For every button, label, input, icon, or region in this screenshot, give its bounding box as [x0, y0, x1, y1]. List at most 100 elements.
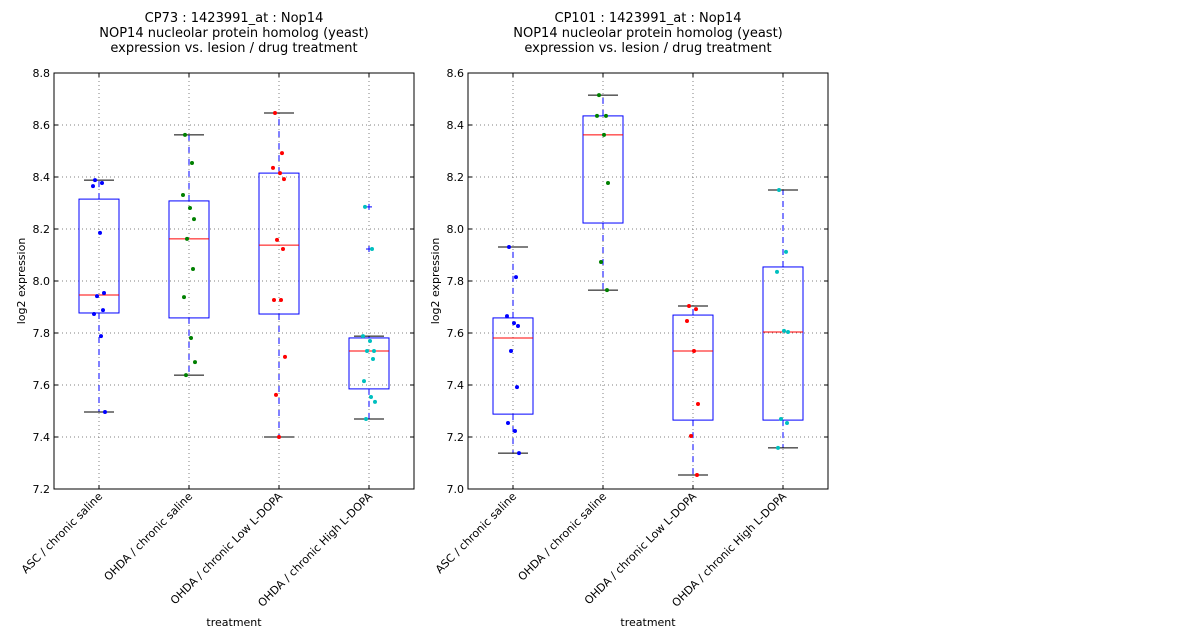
iqr-box: [168, 200, 210, 319]
x-tick-label: ASC / chronic saline: [19, 490, 105, 576]
data-point: [782, 328, 786, 333]
box-group-4: [762, 188, 804, 450]
data-point: [512, 321, 516, 326]
data-point: [182, 295, 186, 300]
y-tick-label: 8.0: [447, 223, 465, 236]
y-tick-label: 7.4: [447, 379, 465, 392]
chart-title-line-1: CP101 : 1423991_at : Nop14: [555, 11, 742, 26]
iqr-box: [582, 115, 624, 224]
data-point: [371, 357, 375, 361]
y-tick-label: 8.0: [33, 275, 51, 288]
iqr-box: [762, 266, 804, 421]
data-point: [188, 205, 192, 210]
data-point: [91, 184, 95, 189]
data-point: [283, 354, 287, 359]
box-group-1: [78, 178, 120, 415]
data-point: [509, 348, 513, 353]
chart-panel-cp101: CP101 : 1423991_at : Nop14 NOP14 nucleol…: [429, 11, 829, 629]
data-point: [516, 323, 520, 328]
data-point: [281, 247, 285, 252]
box-group-2: [168, 132, 210, 378]
box-group-3: [258, 111, 300, 439]
data-point: [370, 247, 374, 252]
data-point: [692, 348, 696, 353]
y-tick-label: 7.6: [33, 379, 51, 392]
x-tick-label: OHDA / chronic saline: [102, 490, 196, 584]
data-point: [506, 420, 510, 425]
data-point: [602, 132, 606, 137]
iqr-box: [672, 314, 714, 421]
data-point: [779, 417, 783, 422]
data-point: [514, 275, 518, 280]
data-point: [275, 237, 279, 242]
data-point: [189, 335, 193, 340]
data-point: [505, 314, 509, 319]
data-point: [786, 329, 790, 334]
y-tick-label: 8.4: [447, 119, 465, 132]
data-point: [183, 132, 187, 137]
data-point: [694, 307, 698, 312]
data-point: [185, 236, 189, 241]
data-point: [776, 445, 780, 450]
data-point: [364, 417, 368, 422]
y-tick-label: 7.8: [447, 275, 465, 288]
grid: [54, 73, 414, 489]
data-point: [191, 267, 195, 272]
iqr-box: [258, 172, 300, 315]
data-point: [190, 160, 194, 165]
data-point: [369, 394, 373, 399]
data-point: [95, 294, 99, 299]
data-point: [695, 472, 699, 477]
data-point: [363, 204, 367, 209]
data-point: [595, 113, 599, 118]
y-tick-label: 7.0: [447, 483, 465, 496]
chart-panel-cp73: CP73 : 1423991_at : Nop14 NOP14 nucleola…: [15, 11, 415, 629]
y-axis-ticks: 7.2 7.4 7.6 7.8 8.0 8.2 8.4 8.6 8.8: [33, 67, 414, 496]
data-point: [99, 334, 103, 339]
grid: [468, 73, 828, 489]
y-axis-ticks: 7.0 7.2 7.4 7.6 7.8 8.0 8.2 8.4 8.6: [447, 67, 828, 496]
y-tick-label: 8.8: [33, 67, 51, 80]
x-tick-label: ASC / chronic saline: [433, 490, 519, 576]
chart-title-line-2: NOP14 nucleolar protein homolog (yeast): [99, 26, 369, 41]
data-point: [696, 401, 700, 406]
data-point: [93, 178, 97, 183]
y-tick-label: 8.2: [33, 223, 51, 236]
data-point: [277, 435, 281, 439]
data-point: [193, 360, 197, 365]
y-axis-label: log2 expression: [429, 238, 442, 325]
data-point: [282, 177, 286, 182]
data-point: [279, 297, 283, 302]
y-tick-label: 8.2: [447, 171, 465, 184]
data-point: [373, 399, 377, 404]
iqr-box: [348, 337, 390, 390]
data-point: [597, 93, 601, 98]
data-point: [271, 165, 275, 170]
data-point: [92, 312, 96, 317]
data-point: [685, 319, 689, 324]
data-point: [784, 249, 788, 254]
data-point: [274, 392, 278, 397]
y-tick-label: 7.6: [447, 327, 465, 340]
data-point: [507, 244, 511, 249]
data-point: [103, 410, 107, 415]
data-point: [272, 297, 276, 302]
chart-title-line-2: NOP14 nucleolar protein homolog (yeast): [513, 26, 783, 41]
data-point: [273, 111, 277, 116]
y-tick-label: 7.4: [33, 431, 51, 444]
data-point: [604, 113, 608, 118]
y-tick-label: 8.6: [33, 119, 51, 132]
y-tick-label: 7.2: [447, 431, 465, 444]
y-tick-label: 7.8: [33, 327, 51, 340]
data-point: [517, 451, 521, 456]
x-axis-label: treatment: [206, 616, 262, 629]
chart-title-line-3: expression vs. lesion / drug treatment: [110, 41, 357, 56]
data-point: [101, 308, 105, 313]
box-group-4: [348, 203, 390, 422]
data-point: [605, 288, 609, 293]
data-point: [98, 230, 102, 235]
data-point: [599, 260, 603, 265]
iqr-box: [78, 198, 120, 314]
